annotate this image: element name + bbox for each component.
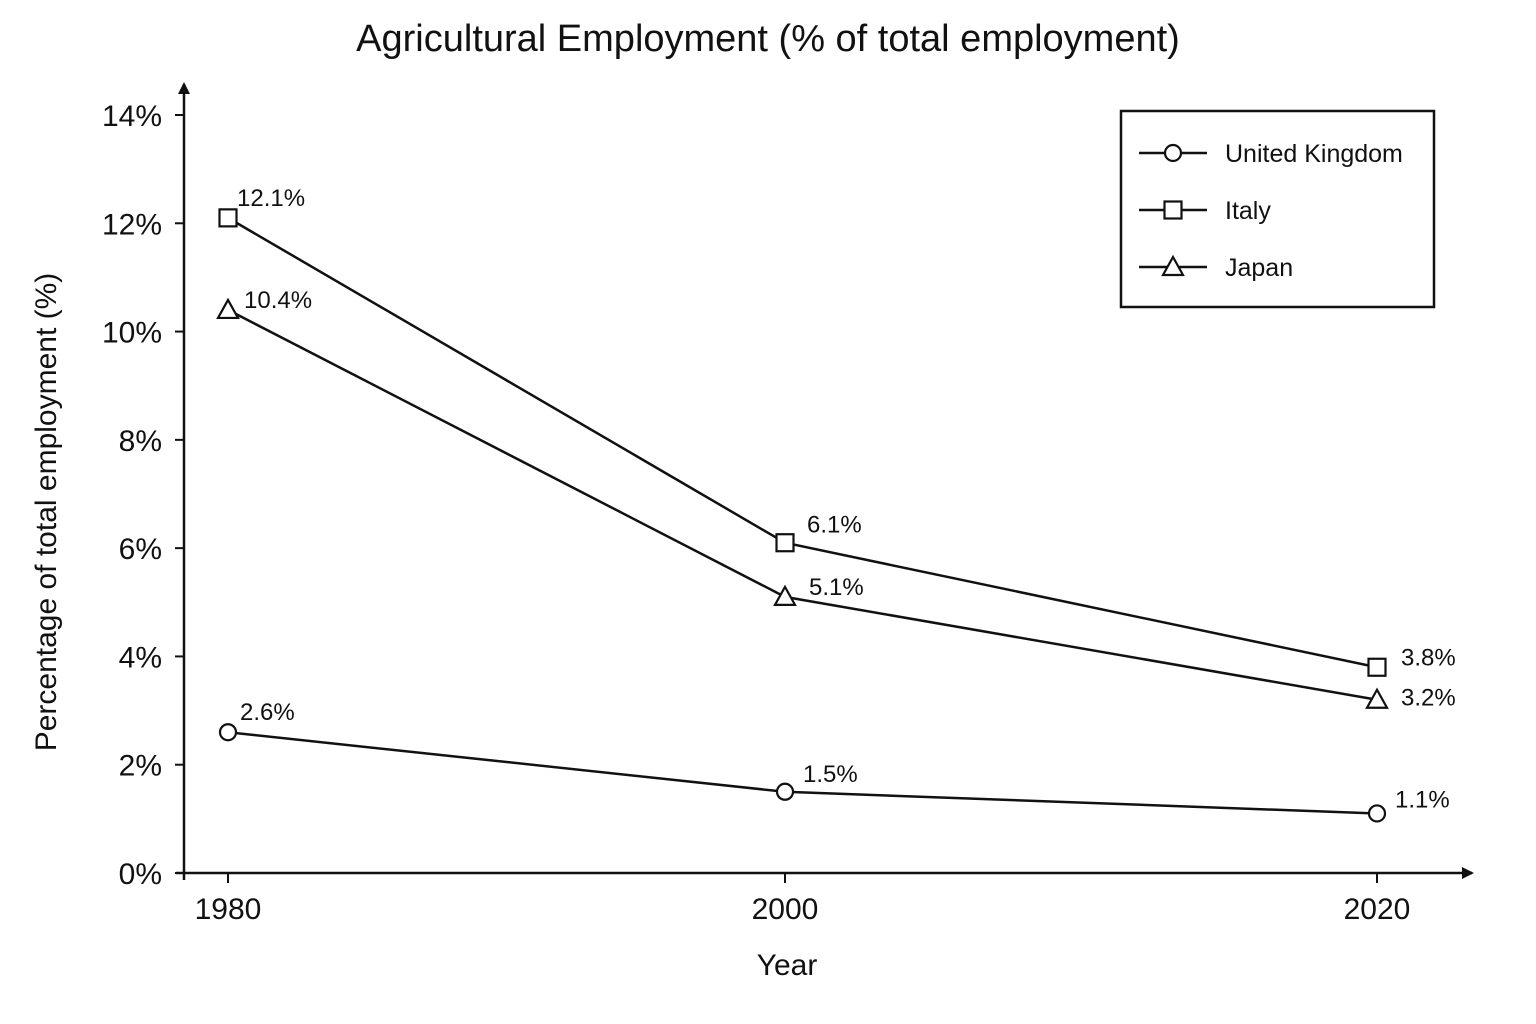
legend-label: United Kingdom	[1225, 140, 1403, 168]
x-tick-label: 1980	[195, 893, 262, 926]
x-tick-label: 2020	[1344, 893, 1411, 926]
axes	[176, 82, 1474, 880]
legend: United Kingdom Italy Japan	[1119, 109, 1436, 309]
legend-items: United Kingdom Italy Japan	[1139, 140, 1403, 282]
legend-marker	[1161, 254, 1185, 277]
data-label: 2.6%	[240, 699, 295, 726]
data-point-marker	[775, 782, 795, 801]
y-tick-label: 12%	[102, 208, 162, 241]
data-point-marker	[216, 297, 240, 320]
series-line	[227, 308, 1378, 701]
x-ticks: 1980 2000 2020	[195, 873, 1411, 926]
y-tick-label: 14%	[102, 100, 162, 133]
legend-item: United Kingdom	[1139, 140, 1403, 168]
series-group: 2.6% 1.5% 1.1% 12.1% 6.1% 3.8% 10.4% 5.1% 3.2%	[216, 185, 1456, 823]
legend-label: Japan	[1225, 254, 1293, 282]
y-axis-label: Percentage of total employment (%)	[30, 273, 63, 752]
data-point-marker	[1367, 657, 1387, 677]
y-tick-label: 6%	[119, 533, 162, 566]
legend-marker	[1163, 200, 1183, 220]
series-united-kingdom: 2.6% 1.5% 1.1%	[218, 699, 1450, 823]
data-label: 3.8%	[1401, 644, 1456, 671]
data-point-marker	[1367, 804, 1387, 823]
data-point-marker	[218, 723, 238, 742]
data-label: 1.5%	[803, 761, 858, 788]
y-tick-label: 0%	[119, 858, 162, 891]
legend-label: Italy	[1225, 197, 1271, 225]
y-tick-label: 10%	[102, 317, 162, 350]
data-label: 12.1%	[237, 185, 305, 212]
y-tick-label: 2%	[119, 750, 162, 783]
data-point-marker	[775, 533, 795, 553]
data-point-marker	[218, 208, 238, 228]
data-label: 6.1%	[807, 512, 862, 539]
x-axis-label: Year	[757, 949, 818, 982]
data-label: 3.2%	[1401, 685, 1456, 712]
y-tick-label: 8%	[119, 425, 162, 458]
y-tick-label: 4%	[119, 641, 162, 674]
x-tick-label: 2000	[752, 893, 819, 926]
data-point-marker	[1365, 687, 1389, 709]
series-japan: 10.4% 5.1% 3.2%	[216, 287, 1456, 712]
chart-title: Agricultural Employment (% of total empl…	[356, 18, 1180, 60]
data-point-marker	[773, 584, 797, 606]
data-label: 1.1%	[1395, 786, 1450, 813]
series-italy: 12.1% 6.1% 3.8%	[218, 185, 1456, 677]
legend-item: Italy	[1139, 197, 1271, 225]
y-ticks: 0% 2% 4% 6% 8% 10% 12% 14%	[102, 100, 184, 891]
legend-marker	[1163, 143, 1183, 163]
data-label: 5.1%	[809, 574, 864, 601]
data-label: 10.4%	[244, 287, 312, 314]
legend-item: Japan	[1139, 254, 1293, 282]
